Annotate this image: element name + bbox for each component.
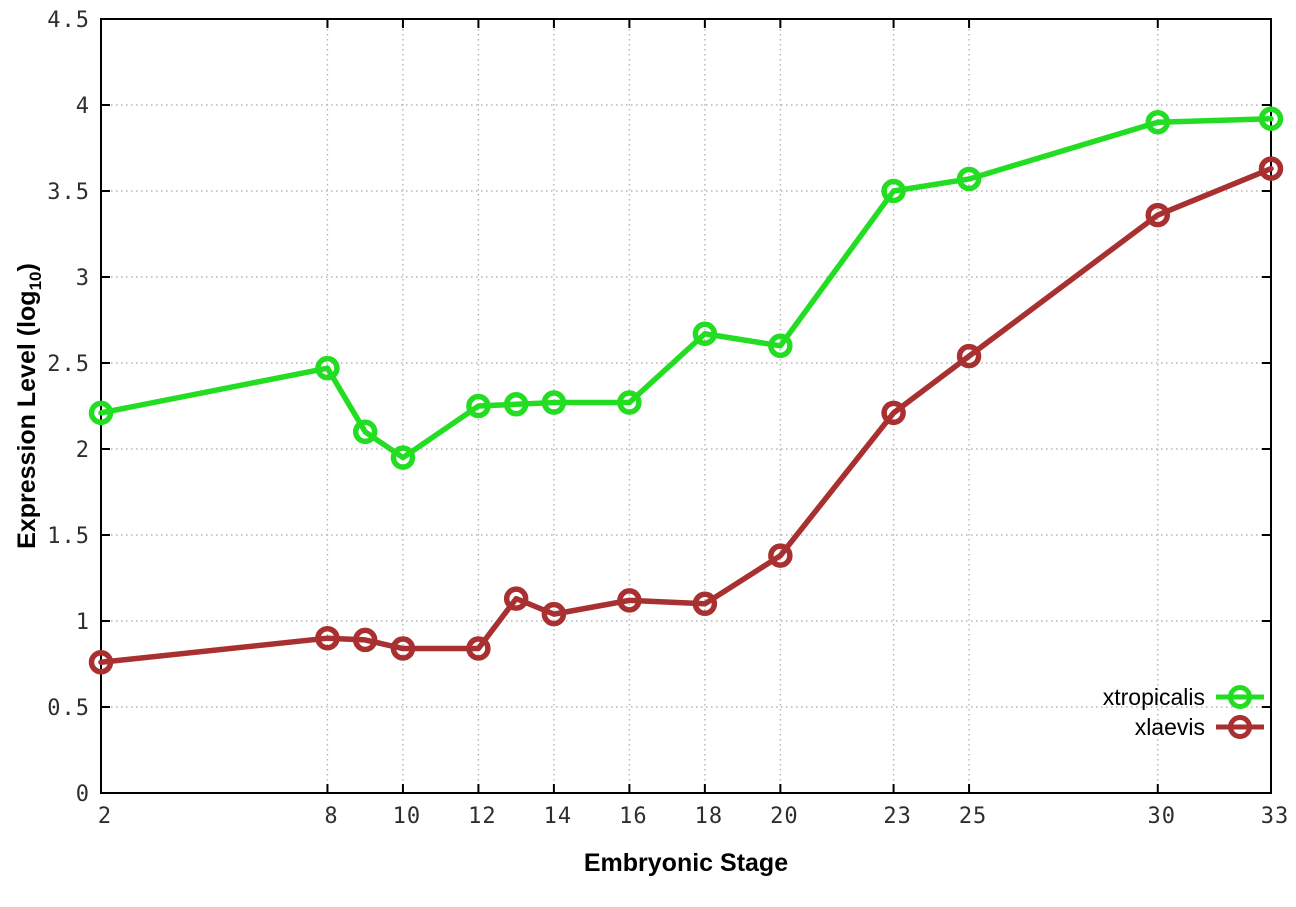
svg-text:4: 4: [76, 94, 90, 119]
legend: xtropicalis xlaevis: [1103, 683, 1266, 741]
legend-label-xtropicalis: xtropicalis: [1102, 684, 1205, 710]
svg-text:0.5: 0.5: [47, 696, 90, 721]
legend-item-xtropicalis: xtropicalis: [1103, 683, 1266, 711]
x-axis-label: Embryonic Stage: [583, 849, 789, 877]
svg-text:33: 33: [1261, 804, 1290, 829]
y-axis-label-subscript: 10: [26, 271, 45, 291]
svg-text:18: 18: [695, 804, 724, 829]
y-axis-label: Expression Level (log10): [13, 19, 47, 793]
legend-item-xlaevis: xlaevis: [1135, 713, 1266, 741]
svg-text:1.5: 1.5: [47, 524, 90, 549]
svg-text:3: 3: [76, 266, 90, 291]
legend-label-xlaevis: xlaevis: [1134, 714, 1205, 740]
svg-text:25: 25: [959, 804, 988, 829]
y-axis-label-text: Expression Level (log: [13, 290, 41, 549]
svg-text:2: 2: [98, 804, 112, 829]
svg-text:1: 1: [76, 610, 90, 635]
y-axis-label-suffix: ): [13, 263, 41, 272]
legend-marker-open-circle-icon: [1216, 685, 1264, 709]
svg-text:10: 10: [393, 804, 422, 829]
svg-text:12: 12: [468, 804, 497, 829]
svg-text:14: 14: [544, 804, 573, 829]
svg-text:2: 2: [76, 438, 90, 463]
svg-text:3.5: 3.5: [47, 180, 90, 205]
svg-text:0: 0: [76, 782, 90, 807]
svg-text:23: 23: [883, 804, 912, 829]
svg-text:8: 8: [324, 804, 338, 829]
svg-text:4.5: 4.5: [47, 8, 90, 33]
svg-text:30: 30: [1148, 804, 1177, 829]
svg-text:16: 16: [619, 804, 648, 829]
svg-text:20: 20: [770, 804, 799, 829]
legend-marker-open-circle-icon: [1216, 715, 1264, 739]
svg-text:2.5: 2.5: [47, 352, 90, 377]
